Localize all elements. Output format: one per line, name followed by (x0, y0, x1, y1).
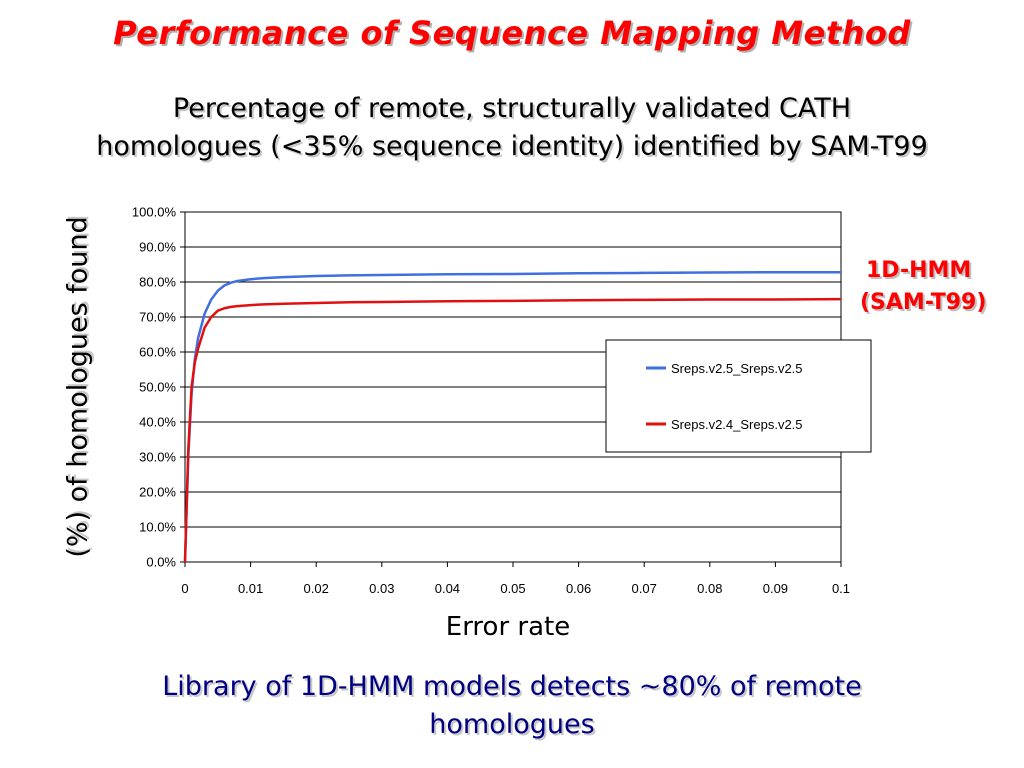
conclusion-line-2: homologues (429, 709, 595, 740)
y-tick-label: 90.0% (139, 240, 176, 255)
x-tick-label: 0.01 (238, 581, 263, 596)
x-axis-label: Error rate (445, 612, 571, 642)
legend-label-series-2: Sreps.v2.4_Sreps.v2.5 (671, 417, 803, 432)
y-tick-label: 40.0% (139, 415, 176, 430)
legend: Sreps.v2.5_Sreps.v2.5 Sreps.v2.4_Sreps.v… (605, 339, 872, 453)
y-axis-ticks: 0.0% 10.0% 20.0% 30.0% 40.0% 50.0% 60.0% 70.0% 8… (132, 205, 185, 570)
conclusion-text: Library of 1D-HMM models detects ~80% of… (0, 668, 1024, 744)
model-annotation: 1D-HMM (SAM-T99) (860, 255, 1020, 319)
x-tick-label: 0.02 (304, 581, 329, 596)
x-tick-label: 0.03 (369, 581, 394, 596)
x-tick-label: 0.05 (500, 581, 525, 596)
slide-subtitle: Percentage of remote, structurally valid… (0, 90, 1024, 166)
series-line-1 (183, 270, 841, 563)
y-tick-label: 30.0% (139, 450, 176, 465)
y-tick-label: 80.0% (139, 275, 176, 290)
legend-box (605, 339, 872, 453)
conclusion-line-1: Library of 1D-HMM models detects ~80% of… (162, 671, 862, 702)
y-tick-label: 70.0% (139, 310, 176, 325)
subtitle-line-1: Percentage of remote, structurally valid… (172, 93, 852, 124)
y-tick-label: 20.0% (139, 485, 176, 500)
y-tick-label: 50.0% (139, 380, 176, 395)
x-tick-label: 0.09 (763, 581, 788, 596)
x-tick-label: 0.06 (566, 581, 591, 596)
x-axis-ticks: 0 0.01 0.02 0.03 0.04 0.05 0.06 0.07 0.08 0.09 0.1 (181, 562, 850, 596)
y-tick-label: 10.0% (139, 520, 176, 535)
legend-label-series-1: Sreps.v2.5_Sreps.v2.5 (671, 361, 803, 376)
x-tick-label: 0.07 (632, 581, 657, 596)
x-tick-label: 0.08 (697, 581, 722, 596)
y-tick-label: 60.0% (139, 345, 176, 360)
model-annotation-line-1: 1D-HMM (866, 258, 972, 283)
y-tick-label: 0.0% (146, 555, 176, 570)
subtitle-line-2: homologues (<35% sequence identity) iden… (96, 131, 928, 162)
model-annotation-line-2: (SAM-T99) (860, 290, 987, 315)
series-line-2 (183, 297, 842, 563)
x-tick-label: 0 (181, 581, 188, 596)
x-tick-label: 0.1 (832, 581, 850, 596)
slide-title: Performance of Sequence Mapping Method (113, 14, 911, 52)
x-tick-label: 0.04 (435, 581, 460, 596)
series-layer (183, 270, 842, 563)
y-tick-label: 100.0% (132, 205, 177, 220)
